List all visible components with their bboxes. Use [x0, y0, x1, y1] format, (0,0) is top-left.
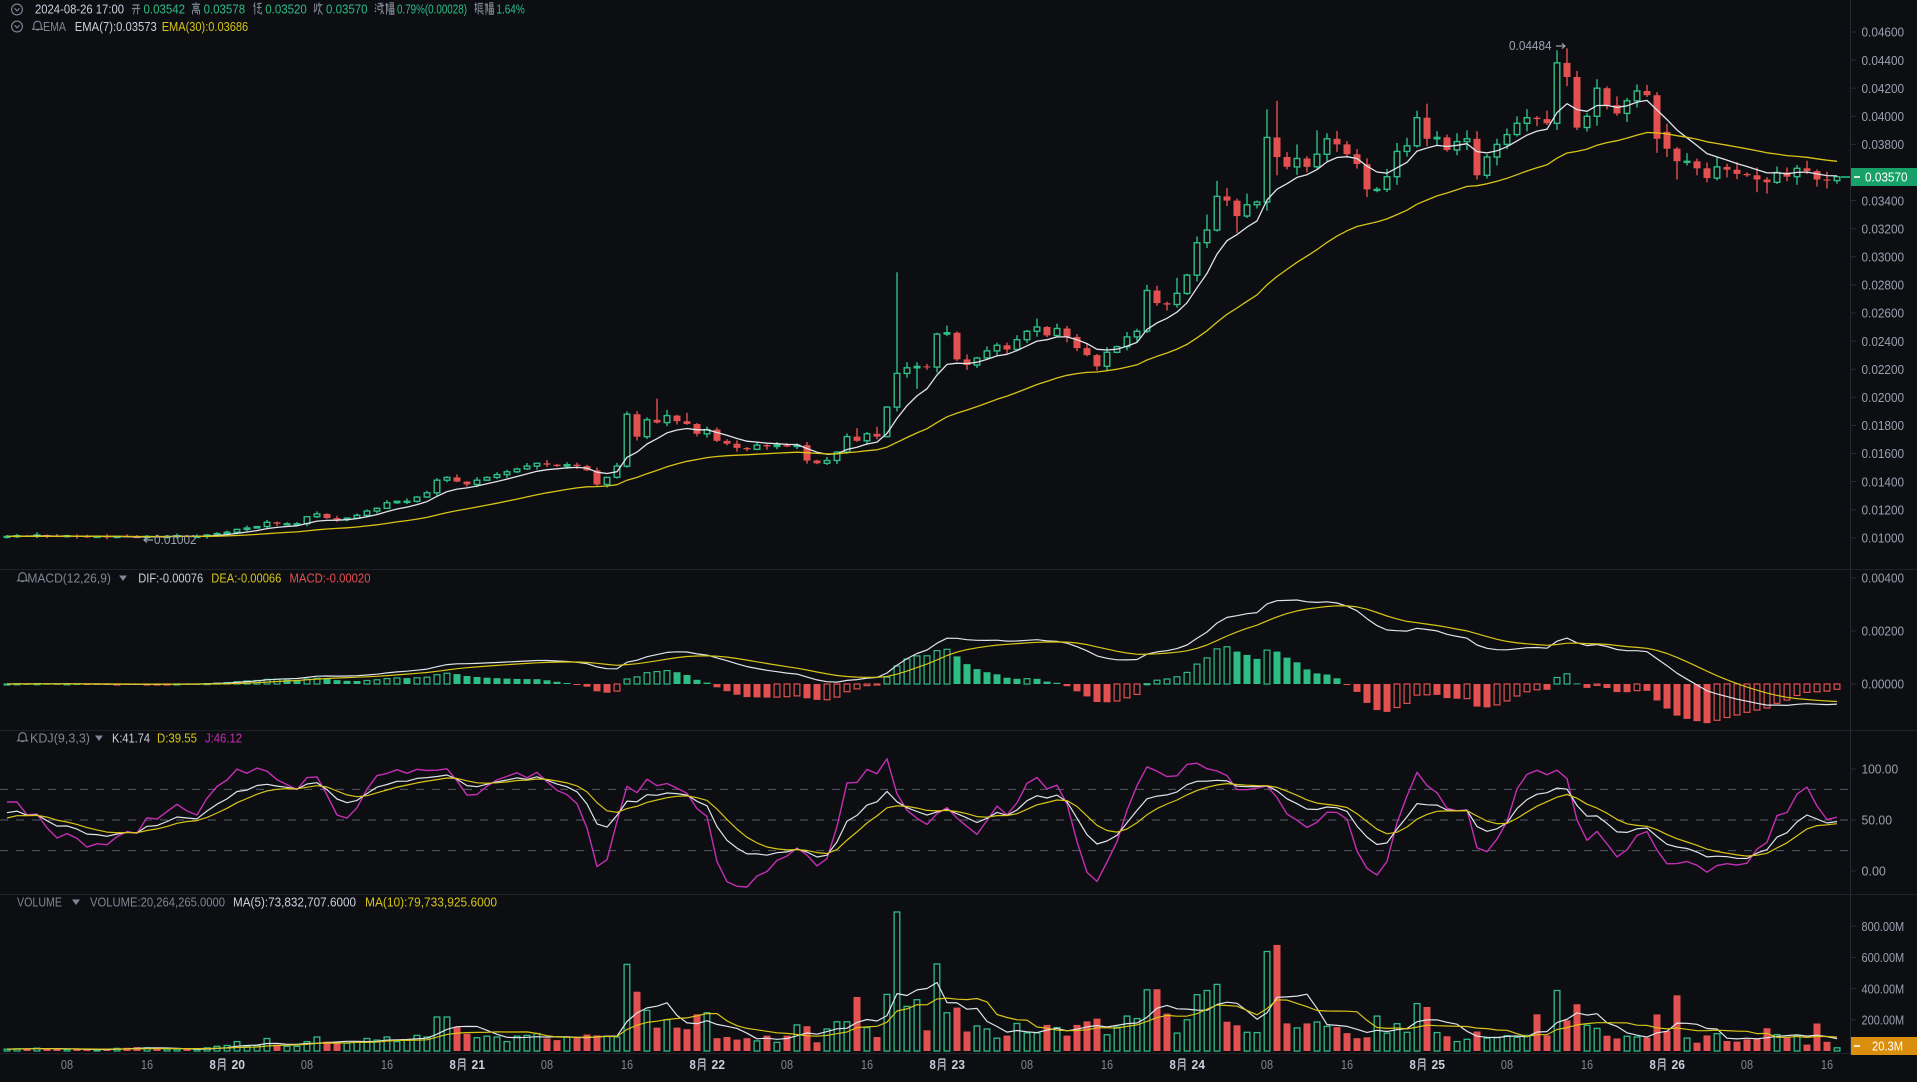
svg-text:16: 16 [1821, 1057, 1833, 1072]
svg-text:800.00M: 800.00M [1862, 919, 1905, 934]
svg-text:0.00400: 0.00400 [1862, 571, 1905, 586]
svg-text:0.03578: 0.03578 [204, 2, 246, 17]
svg-text:EMA(7):0.03573: EMA(7):0.03573 [75, 19, 157, 34]
svg-text:0.02800: 0.02800 [1862, 278, 1905, 293]
svg-text:2024-08-26 17:00: 2024-08-26 17:00 [35, 2, 124, 17]
svg-text:MA(10):79,733,925.6000: MA(10):79,733,925.6000 [365, 895, 497, 910]
svg-text:0.04000: 0.04000 [1862, 109, 1905, 124]
svg-text:EMA: EMA [43, 19, 66, 34]
svg-text:0.01400: 0.01400 [1862, 474, 1905, 489]
svg-text:0.03400: 0.03400 [1862, 193, 1905, 208]
svg-text:0.04484: 0.04484 [1509, 38, 1552, 53]
svg-text:24: 24 [1192, 1057, 1206, 1072]
svg-text:0.04400: 0.04400 [1862, 53, 1905, 68]
svg-text:08: 08 [61, 1057, 73, 1072]
svg-text:0.04600: 0.04600 [1862, 25, 1905, 40]
svg-text:16: 16 [861, 1057, 873, 1072]
svg-text:0.03570: 0.03570 [326, 2, 368, 17]
svg-text:0.01800: 0.01800 [1862, 418, 1905, 433]
svg-text:08: 08 [541, 1057, 553, 1072]
svg-text:20: 20 [232, 1057, 246, 1072]
svg-text:0.01000: 0.01000 [1862, 531, 1905, 546]
svg-text:100.00: 100.00 [1862, 762, 1899, 777]
svg-text:25: 25 [1432, 1057, 1446, 1072]
svg-text:MA(5):73,832,707.6000: MA(5):73,832,707.6000 [233, 895, 356, 910]
svg-text:16: 16 [381, 1057, 393, 1072]
svg-text:08: 08 [301, 1057, 313, 1072]
svg-text:8: 8 [210, 1057, 216, 1072]
svg-text:26: 26 [1672, 1057, 1686, 1072]
svg-text:MACD:-0.00020: MACD:-0.00020 [290, 571, 371, 586]
svg-text:8: 8 [1410, 1057, 1416, 1072]
svg-text:0.79%(0.00028): 0.79%(0.00028) [397, 2, 467, 17]
svg-text:1.64%: 1.64% [496, 2, 525, 17]
svg-text:DIF:-0.00076: DIF:-0.00076 [138, 571, 203, 586]
svg-text:200.00M: 200.00M [1862, 1013, 1905, 1028]
svg-text:0.02400: 0.02400 [1862, 334, 1905, 349]
svg-text:VOLUME: VOLUME [17, 895, 62, 910]
svg-text:8: 8 [930, 1057, 936, 1072]
svg-text:0.01002: 0.01002 [154, 532, 197, 547]
svg-text:21: 21 [472, 1057, 486, 1072]
svg-text:KDJ(9,3,3): KDJ(9,3,3) [30, 731, 90, 746]
svg-text:0.03542: 0.03542 [144, 2, 186, 17]
svg-text:16: 16 [141, 1057, 153, 1072]
svg-text:0.03800: 0.03800 [1862, 137, 1905, 152]
svg-text:16: 16 [1101, 1057, 1113, 1072]
svg-text:0.03200: 0.03200 [1862, 221, 1905, 236]
svg-text:08: 08 [1021, 1057, 1033, 1072]
svg-text:08: 08 [1741, 1057, 1753, 1072]
svg-text:MACD(12,26,9): MACD(12,26,9) [27, 571, 111, 586]
svg-text:8: 8 [450, 1057, 456, 1072]
svg-text:16: 16 [1581, 1057, 1593, 1072]
svg-text:0.00200: 0.00200 [1862, 624, 1905, 639]
svg-text:20.3M: 20.3M [1872, 1039, 1903, 1054]
svg-text:0.02000: 0.02000 [1862, 390, 1905, 405]
svg-text:VOLUME:20,264,265.0000: VOLUME:20,264,265.0000 [90, 895, 225, 910]
svg-text:22: 22 [712, 1057, 726, 1072]
svg-text:08: 08 [1501, 1057, 1513, 1072]
svg-text:0.03570: 0.03570 [1865, 170, 1908, 185]
svg-text:0.01200: 0.01200 [1862, 502, 1905, 517]
svg-text:0.02600: 0.02600 [1862, 306, 1905, 321]
svg-text:8: 8 [690, 1057, 696, 1072]
svg-text:600.00M: 600.00M [1862, 950, 1905, 965]
svg-text:DEA:-0.00066: DEA:-0.00066 [211, 571, 281, 586]
svg-text:23: 23 [952, 1057, 966, 1072]
svg-text:EMA(30):0.03686: EMA(30):0.03686 [162, 19, 249, 34]
svg-text:0.03000: 0.03000 [1862, 250, 1905, 265]
svg-text:D:39.55: D:39.55 [157, 731, 197, 746]
svg-text:08: 08 [781, 1057, 793, 1072]
svg-text:J:46.12: J:46.12 [205, 731, 242, 746]
svg-text:8: 8 [1650, 1057, 1656, 1072]
svg-text:08: 08 [1261, 1057, 1273, 1072]
svg-text:0.04200: 0.04200 [1862, 81, 1905, 96]
svg-text:0.00: 0.00 [1862, 864, 1886, 879]
svg-text:16: 16 [1341, 1057, 1353, 1072]
svg-text:400.00M: 400.00M [1862, 981, 1905, 996]
svg-text:0.00000: 0.00000 [1862, 677, 1905, 692]
svg-text:K:41.74: K:41.74 [112, 731, 150, 746]
svg-text:0.03520: 0.03520 [265, 2, 307, 17]
svg-text:0.01600: 0.01600 [1862, 446, 1905, 461]
svg-text:50.00: 50.00 [1862, 813, 1893, 828]
svg-text:0.02200: 0.02200 [1862, 362, 1905, 377]
svg-text:16: 16 [621, 1057, 633, 1072]
svg-text:8: 8 [1170, 1057, 1176, 1072]
